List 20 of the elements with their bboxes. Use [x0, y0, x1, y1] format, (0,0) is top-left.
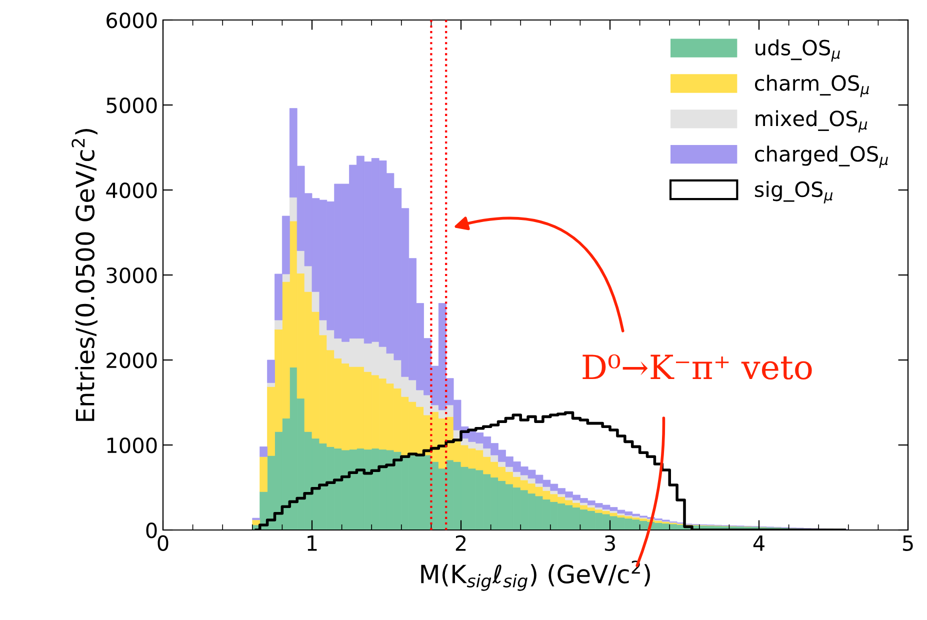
- y-tick-label: 5000: [106, 97, 157, 114]
- y-axis-title: Entries/(0.0500 GeV/c$^{2}$): [72, 129, 98, 421]
- x-tick-label: 3: [604, 535, 615, 551]
- x-tick-label: 4: [753, 536, 764, 551]
- x-tick-label: 1: [308, 536, 317, 551]
- x-tick-label: 2: [456, 535, 466, 551]
- legend-label: charm_OS$_{μ}$: [754, 74, 869, 98]
- legend-label: charged_OS$_{μ}$: [754, 146, 888, 168]
- x-tick-label: 5: [902, 536, 913, 551]
- x-tick-label: 0: [158, 535, 168, 551]
- y-tick-label: 1000: [107, 437, 157, 454]
- legend-label: sig_OS$_{μ}$: [754, 181, 833, 204]
- y-tick-label: 0: [146, 522, 157, 538]
- annotation: D⁰→K⁻π⁺ veto: [582, 354, 812, 380]
- y-tick-label: 2000: [106, 352, 157, 368]
- y-tick-label: 3000: [106, 267, 157, 284]
- legend-label: mixed_OS$_{μ}$: [756, 110, 868, 132]
- y-tick-label: 4000: [106, 182, 157, 198]
- y-tick-label: 6000: [106, 12, 157, 28]
- legend-label: uds_OS$_{μ}$: [756, 39, 840, 62]
